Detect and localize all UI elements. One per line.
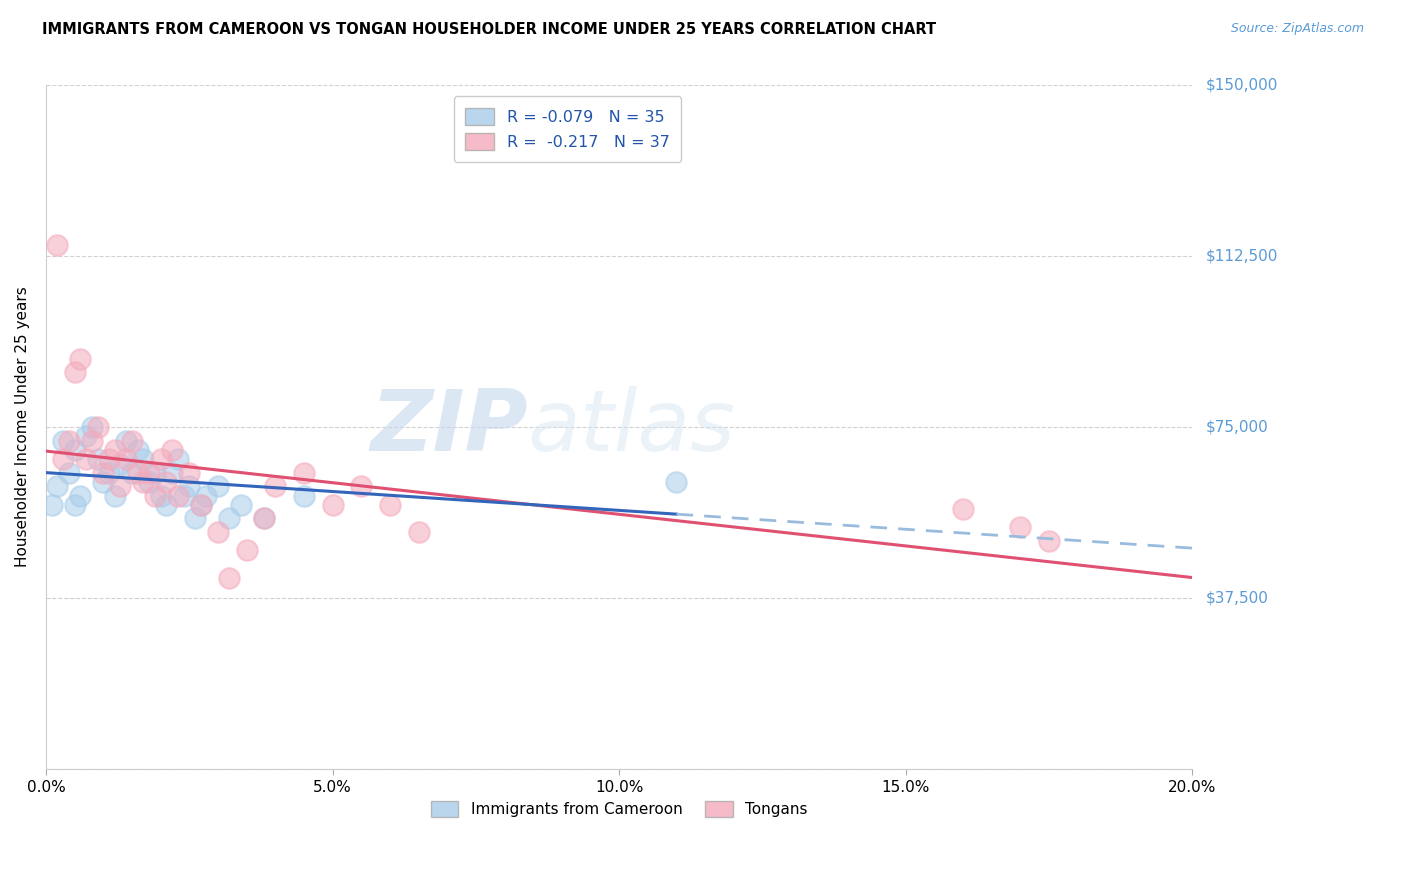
Point (86, 420, 108, 434)
Point (46, 479, 69, 493)
Point (127, 466, 149, 480)
Point (149, 452, 172, 467)
Point (80, 434, 103, 448)
Point (115, 434, 138, 448)
Legend: Immigrants from Cameroon, Tongans: Immigrants from Cameroon, Tongans (425, 795, 814, 823)
Point (195, 489, 218, 503)
Point (408, 524, 430, 539)
Point (143, 466, 166, 480)
Point (115, 452, 138, 467)
Point (218, 511, 240, 525)
Point (104, 442, 127, 457)
Point (98, 452, 121, 467)
Point (952, 502, 974, 516)
Point (207, 479, 229, 493)
Point (207, 524, 229, 539)
Point (218, 571, 240, 585)
Point (63, 365, 86, 379)
Point (155, 475, 177, 489)
Point (166, 489, 188, 503)
Point (264, 479, 287, 493)
Text: $150,000: $150,000 (1206, 78, 1278, 93)
Point (127, 442, 149, 457)
Point (143, 489, 166, 503)
Point (322, 498, 344, 512)
Point (104, 489, 127, 503)
Point (138, 466, 160, 480)
Point (253, 511, 276, 525)
Point (665, 475, 688, 489)
Point (63, 498, 86, 512)
Point (58, 434, 80, 448)
Point (121, 466, 143, 480)
Point (173, 489, 195, 503)
Point (132, 475, 155, 489)
Point (378, 498, 401, 512)
Text: atlas: atlas (527, 385, 735, 468)
Point (253, 511, 276, 525)
Point (86, 452, 108, 467)
Point (80, 420, 103, 434)
Point (190, 498, 212, 512)
Point (75, 429, 97, 443)
Point (98, 466, 121, 480)
Point (58, 466, 80, 480)
Point (292, 489, 315, 503)
Point (184, 511, 207, 525)
Point (292, 466, 315, 480)
Point (132, 452, 155, 467)
Point (63, 442, 86, 457)
Point (121, 434, 143, 448)
Point (235, 543, 257, 558)
Text: Source: ZipAtlas.com: Source: ZipAtlas.com (1230, 22, 1364, 36)
Point (91, 475, 114, 489)
Point (110, 457, 132, 471)
Point (69, 351, 91, 366)
Point (149, 489, 172, 503)
Point (179, 466, 201, 480)
Point (41, 498, 63, 512)
Point (166, 452, 188, 467)
Text: ZIP: ZIP (370, 385, 527, 468)
Point (229, 498, 252, 512)
Point (52, 434, 75, 448)
Point (160, 466, 183, 480)
Point (190, 498, 212, 512)
Point (350, 479, 373, 493)
Point (179, 479, 201, 493)
Point (160, 442, 183, 457)
Point (75, 452, 97, 467)
Point (110, 479, 132, 493)
Text: $75,000: $75,000 (1206, 419, 1268, 434)
Text: $37,500: $37,500 (1206, 591, 1270, 606)
Point (46, 237, 69, 252)
Text: IMMIGRANTS FROM CAMEROON VS TONGAN HOUSEHOLDER INCOME UNDER 25 YEARS CORRELATION: IMMIGRANTS FROM CAMEROON VS TONGAN HOUSE… (42, 22, 936, 37)
Point (69, 489, 91, 503)
Y-axis label: Householder Income Under 25 years: Householder Income Under 25 years (15, 286, 30, 567)
Text: $112,500: $112,500 (1206, 249, 1278, 263)
Point (52, 452, 75, 467)
Point (138, 475, 160, 489)
Point (155, 498, 177, 512)
Point (1038, 534, 1060, 549)
Point (1010, 520, 1032, 534)
Point (91, 466, 114, 480)
